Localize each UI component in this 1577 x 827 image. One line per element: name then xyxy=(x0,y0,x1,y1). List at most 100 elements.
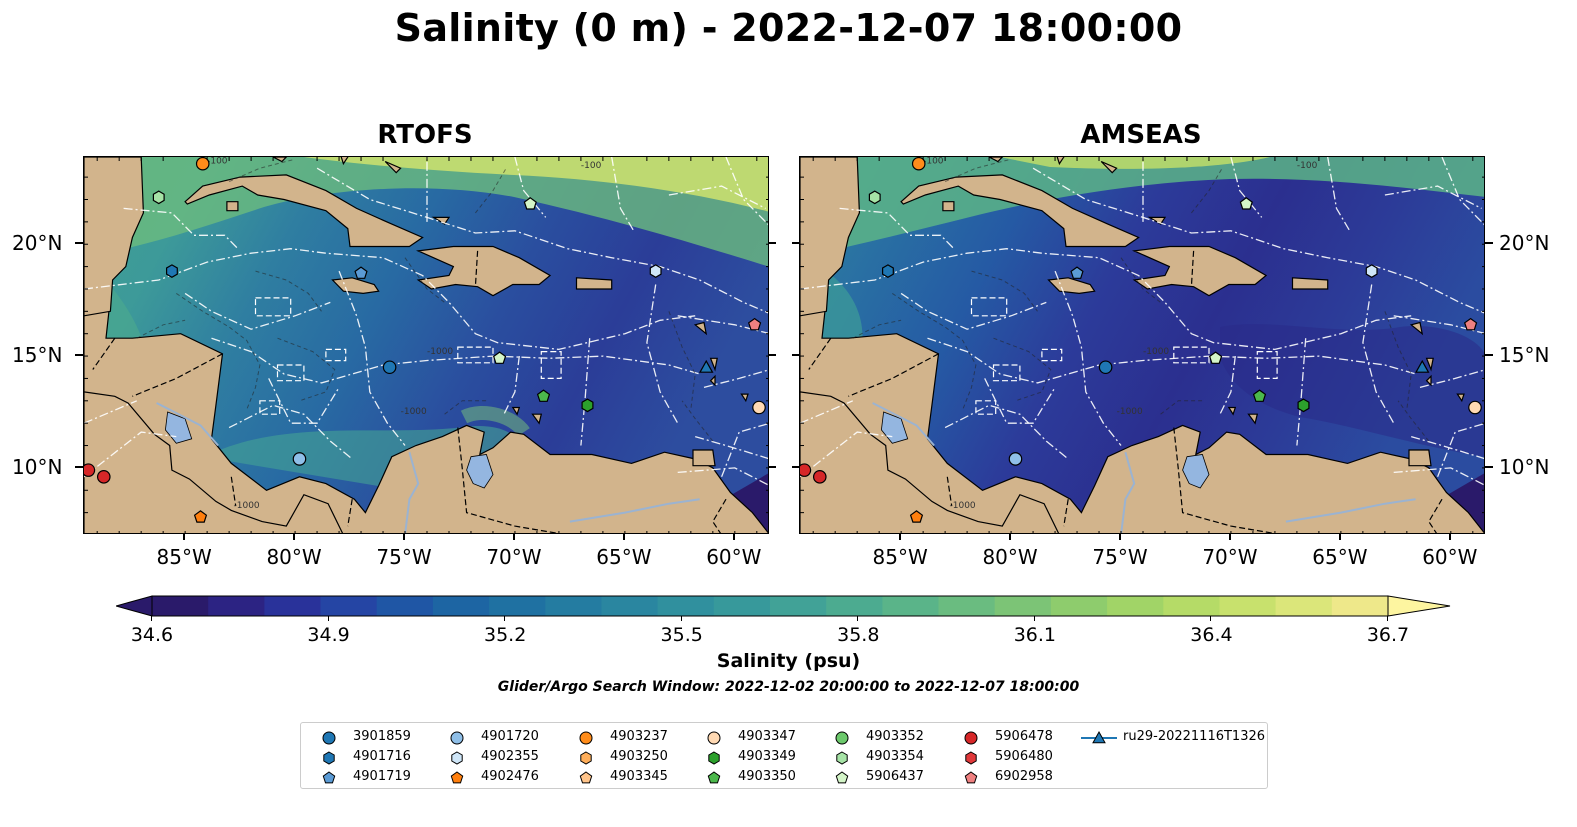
lon-tick-label: 65°W xyxy=(1312,545,1368,569)
panel-title-rtofs: RTOFS xyxy=(377,120,473,150)
obs-5906478[interactable] xyxy=(812,470,827,484)
hexagon-marker-icon xyxy=(323,751,335,765)
triangle-marker-icon xyxy=(1081,730,1117,744)
obs-ru29-20221116T1326[interactable] xyxy=(699,359,714,373)
obs-4903347[interactable] xyxy=(1468,400,1482,415)
colorbar-segment xyxy=(1050,596,1108,616)
obs-5906437[interactable] xyxy=(1208,351,1223,364)
obs-4901720[interactable] xyxy=(292,452,307,466)
obs-4902476[interactable] xyxy=(193,510,208,523)
colorbar-segment xyxy=(545,596,603,616)
lon-tick xyxy=(293,533,296,540)
hexagon-marker-icon xyxy=(708,751,720,765)
colorbar-segment xyxy=(264,596,322,616)
obs-5906437[interactable] xyxy=(492,351,507,364)
obs-3901859[interactable] xyxy=(1098,360,1113,375)
obs-4902476[interactable] xyxy=(909,510,924,523)
colorbar-tick xyxy=(1210,616,1212,621)
colorbar-segment xyxy=(376,596,434,616)
colorbar-segment xyxy=(1107,596,1164,616)
contour-label: -1000 xyxy=(1117,407,1143,417)
lat-tick-label-right: 20°N xyxy=(1499,231,1550,256)
lat-tick xyxy=(769,465,776,468)
obs-6902958[interactable] xyxy=(747,317,762,331)
circle-marker-icon xyxy=(450,731,464,745)
pentagon-marker-icon xyxy=(835,771,849,784)
obs-4901716[interactable] xyxy=(165,264,178,278)
lon-tick-label: 60°W xyxy=(1422,545,1478,569)
colorbar-segment xyxy=(713,596,771,616)
obs-4901719[interactable] xyxy=(1070,266,1084,279)
obs-4903354[interactable] xyxy=(152,190,165,205)
rtofs-map[interactable]: -100 -1000 -1000 -100 -1000 xyxy=(83,156,769,534)
obs-4903237[interactable] xyxy=(195,157,210,171)
obs-5906478[interactable] xyxy=(800,463,812,477)
obs-5906478[interactable] xyxy=(96,470,111,484)
lon-tick xyxy=(899,533,902,540)
obs-4903347[interactable] xyxy=(752,400,766,415)
obs-4903350[interactable] xyxy=(1252,389,1267,402)
lat-tick xyxy=(769,242,776,245)
legend-label: 4902476 xyxy=(481,769,539,784)
lon-tick xyxy=(1338,533,1341,540)
legend-label: 4903347 xyxy=(738,729,796,744)
colorbar-tick xyxy=(857,616,859,621)
obs-4903237[interactable] xyxy=(911,157,926,171)
colorbar-segment xyxy=(489,596,546,616)
lon-tick-label: 60°W xyxy=(706,545,762,569)
colorbar-segment xyxy=(1275,596,1333,616)
figure-title: Salinity (0 m) - 2022-12-07 18:00:00 xyxy=(394,6,1183,50)
legend-label: 4902355 xyxy=(481,749,539,764)
legend-label: 4903237 xyxy=(610,729,668,744)
lat-tick-label-left: 15°N xyxy=(12,343,63,368)
obs-4903349[interactable] xyxy=(1297,398,1310,413)
lon-tick xyxy=(1448,533,1451,540)
colorbar xyxy=(116,595,1451,617)
hexagon-marker-icon xyxy=(836,751,848,765)
lon-tick xyxy=(512,533,515,540)
contour-label: -1000 xyxy=(401,407,427,417)
lat-tick xyxy=(75,465,83,468)
colorbar-tick xyxy=(1033,616,1035,621)
lon-tick-label: 80°W xyxy=(982,545,1038,569)
obs-ru29-20221116T1326[interactable] xyxy=(1415,359,1430,373)
obs-4903354[interactable] xyxy=(868,190,881,205)
obs-4901719[interactable] xyxy=(354,266,368,279)
lon-tick-label: 65°W xyxy=(596,545,652,569)
amseas-map[interactable]: -100 -1000 -1000 -100 -1000 xyxy=(799,156,1485,534)
obs-4901716[interactable] xyxy=(881,264,894,278)
contour-label: -1000 xyxy=(427,347,453,357)
lon-tick-label: 80°W xyxy=(266,545,322,569)
obs-4903350[interactable] xyxy=(536,389,551,402)
colorbar-tick-label: 35.8 xyxy=(837,624,880,646)
hexagon-marker-icon xyxy=(451,751,463,765)
lat-tick-label-right: 15°N xyxy=(1499,343,1550,368)
lon-tick-label: 75°W xyxy=(1092,545,1148,569)
legend-label: 3901859 xyxy=(353,729,411,744)
obs-5906437[interactable] xyxy=(1239,197,1253,210)
colorbar-tick xyxy=(327,616,329,621)
legend-label: 5906478 xyxy=(995,729,1053,744)
obs-6902958[interactable] xyxy=(1463,317,1478,331)
circle-marker-icon xyxy=(579,731,593,745)
colorbar-segment xyxy=(432,596,490,616)
obs-4901720[interactable] xyxy=(1008,452,1023,466)
obs-4903349[interactable] xyxy=(581,398,594,413)
pentagon-marker-icon xyxy=(579,771,593,784)
colorbar-segment xyxy=(152,596,209,616)
legend-label: 4903345 xyxy=(610,769,668,784)
obs-5906478[interactable] xyxy=(84,463,96,477)
colorbar-segment xyxy=(1331,596,1389,616)
obs-3901859[interactable] xyxy=(382,360,397,375)
obs-4902355[interactable] xyxy=(1365,264,1378,278)
contour-label: -100 xyxy=(1297,161,1318,171)
lat-tick xyxy=(1485,242,1493,245)
colorbar-segment xyxy=(1163,596,1221,616)
lat-tick xyxy=(769,354,776,357)
lat-tick-label-left: 10°N xyxy=(12,454,63,479)
lat-tick xyxy=(792,465,799,468)
obs-5906437[interactable] xyxy=(523,197,537,210)
colorbar-tick-label: 35.2 xyxy=(483,624,527,646)
obs-4902355[interactable] xyxy=(649,264,662,278)
colorbar-tick-label: 36.7 xyxy=(1366,624,1410,646)
